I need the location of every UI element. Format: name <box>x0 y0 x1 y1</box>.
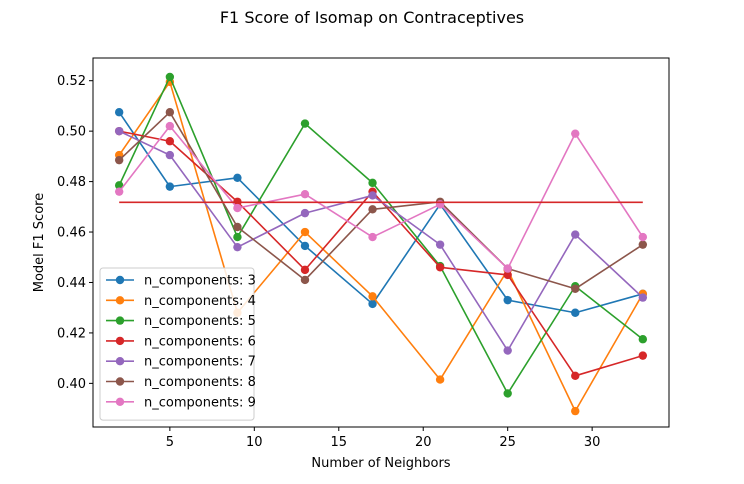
data-point <box>165 137 175 146</box>
x-tick-label: 15 <box>330 435 347 450</box>
series-5 <box>114 126 648 355</box>
data-point <box>165 121 175 131</box>
data-point <box>300 208 310 218</box>
data-point <box>571 284 580 293</box>
chart-title: F1 Score of Isomap on Contraceptives <box>220 8 524 27</box>
legend-item: n_components: 9 <box>106 395 256 410</box>
data-point <box>435 375 445 384</box>
data-point <box>368 178 377 188</box>
data-point <box>368 205 377 214</box>
legend-item: n_components: 6 <box>106 334 256 349</box>
data-point <box>571 308 580 317</box>
legend-item: n_components: 7 <box>106 355 256 370</box>
data-point <box>300 275 310 285</box>
data-point <box>571 230 580 239</box>
data-point <box>300 227 310 237</box>
y-tick-label: 0.40 <box>57 377 86 392</box>
x-tick-label: 30 <box>584 435 601 450</box>
data-point <box>165 182 175 191</box>
legend-swatch-marker <box>115 357 125 366</box>
data-point <box>300 265 310 275</box>
legend-swatch-marker <box>115 296 125 305</box>
legend-label: n_components: 7 <box>144 355 256 370</box>
data-point <box>114 108 124 117</box>
data-point <box>638 351 648 360</box>
legend-swatch-marker <box>115 275 125 285</box>
data-point <box>233 222 242 232</box>
plot-frame <box>92 57 670 428</box>
legend-swatch-marker <box>115 336 125 346</box>
legend: n_components: 3 n_components: 4 n_componen… <box>99 267 256 421</box>
legend-label: n_components: 3 <box>144 274 256 289</box>
legend-item: n_components: 8 <box>106 375 256 390</box>
legend-label: n_components: 5 <box>144 314 256 329</box>
data-point <box>503 346 512 355</box>
legend-swatch-marker <box>115 316 125 325</box>
legend-label: n_components: 8 <box>144 375 256 390</box>
y-tick-label: 0.48 <box>57 175 86 190</box>
data-point <box>165 150 175 160</box>
legend-label: n_components: 4 <box>144 294 256 309</box>
data-point <box>114 155 124 165</box>
data-point <box>503 389 512 398</box>
data-point <box>368 232 377 242</box>
data-point <box>114 126 124 136</box>
x-tick-label: 10 <box>246 435 263 450</box>
data-point <box>300 190 310 199</box>
legend-item: n_components: 4 <box>106 294 256 309</box>
y-tick-label: 0.46 <box>57 226 86 241</box>
y-tick-label: 0.52 <box>57 74 86 89</box>
data-point <box>638 293 648 302</box>
x-axis: 5 10 15 20 25 30 <box>166 427 601 450</box>
data-point <box>300 241 310 251</box>
data-point <box>503 295 512 305</box>
x-axis-label: Number of Neighbors <box>311 456 450 471</box>
data-point <box>571 406 580 416</box>
y-tick-label: 0.50 <box>57 125 86 140</box>
y-tick-label: 0.44 <box>57 276 86 291</box>
legend-swatch-marker <box>115 397 125 406</box>
y-axis: 0.40 0.42 0.44 0.46 0.48 0.50 0.52 <box>57 74 93 392</box>
data-point <box>638 335 648 344</box>
data-point <box>165 72 175 82</box>
data-point <box>233 173 242 183</box>
data-point <box>638 240 648 249</box>
data-point <box>233 203 242 213</box>
data-point <box>368 299 377 309</box>
x-tick-label: 25 <box>499 435 516 450</box>
data-point <box>435 263 445 272</box>
data-point <box>435 200 445 209</box>
data-point <box>165 108 175 117</box>
data-point <box>114 187 124 196</box>
data-point <box>503 270 512 280</box>
y-tick-label: 0.42 <box>57 326 86 341</box>
legend-label: n_components: 9 <box>144 395 256 410</box>
legend-item: n_components: 5 <box>106 314 256 329</box>
legend-swatch-marker <box>115 377 125 386</box>
y-axis-label: Model F1 Score <box>32 193 47 292</box>
x-tick-label: 5 <box>166 435 174 450</box>
x-tick-label: 20 <box>415 435 432 450</box>
data-point <box>638 232 648 242</box>
series-7 <box>114 121 648 273</box>
data-point <box>300 119 310 128</box>
legend-item: n_components: 3 <box>106 274 256 289</box>
legend-box <box>99 267 255 421</box>
data-point <box>435 240 445 249</box>
series-layer <box>114 72 648 416</box>
data-point <box>503 264 512 273</box>
legend-label: n_components: 6 <box>144 334 256 349</box>
data-point <box>114 181 124 190</box>
data-point <box>571 371 580 380</box>
data-point <box>233 242 242 252</box>
data-point <box>368 292 377 301</box>
data-point <box>233 232 242 242</box>
data-point <box>368 191 377 200</box>
data-point <box>571 129 580 138</box>
